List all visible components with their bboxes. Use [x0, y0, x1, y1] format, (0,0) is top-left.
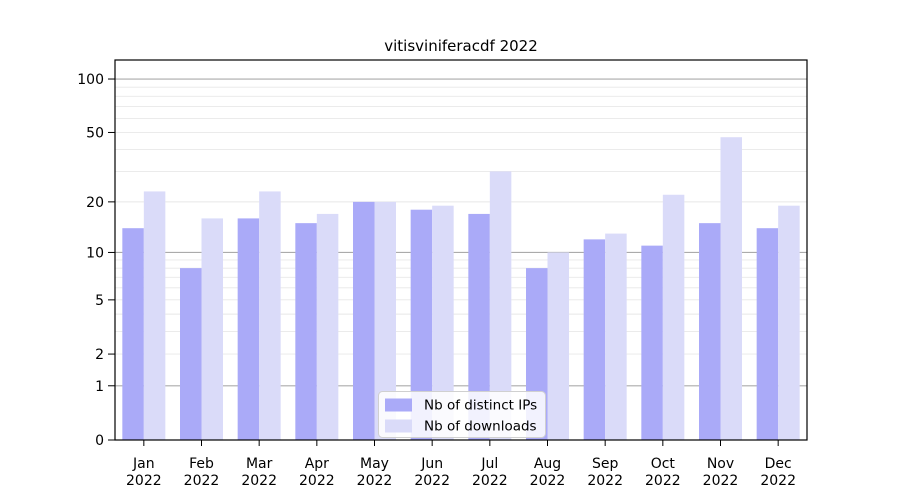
y-tick-label: 100	[77, 72, 104, 88]
legend-swatch-distinct-ips	[385, 398, 412, 412]
legend-label-distinct-ips: Nb of distinct IPs	[424, 398, 537, 414]
bar-downloads-jul	[489, 171, 512, 440]
bar-downloads-may	[374, 201, 396, 440]
plot-border	[114, 59, 808, 441]
x-tick-label-year: 2022	[760, 473, 796, 489]
x-tick-label-year: 2022	[184, 473, 220, 489]
x-tick-label-month: Oct	[651, 456, 676, 472]
bar-downloads-sep	[605, 233, 627, 440]
x-tick-label-month: Jul	[480, 456, 498, 472]
bar-downloads-oct	[662, 194, 685, 440]
x-tick-label-month: Jun	[420, 456, 443, 472]
y-tick-label: 0	[95, 433, 104, 449]
chart-title: vitisviniferacdf 2022	[384, 37, 538, 55]
bar-distinct-ips-dec	[756, 228, 779, 440]
bar-downloads-mar	[259, 191, 281, 440]
bar-downloads-jun	[432, 205, 454, 440]
bar-distinct-ips-jan	[122, 228, 144, 440]
x-tick-label-year: 2022	[587, 473, 623, 489]
x-tick-label-month: May	[360, 456, 389, 472]
legend-box	[378, 391, 546, 438]
x-tick-label-year: 2022	[241, 473, 277, 489]
x-tick-label-year: 2022	[299, 473, 335, 489]
x-tick-label-year: 2022	[645, 473, 681, 489]
bar-downloads-dec	[778, 205, 800, 440]
y-tick-label: 10	[86, 245, 104, 261]
bar-distinct-ips-may	[353, 201, 375, 440]
x-tick-label-month: Feb	[189, 456, 214, 472]
x-tick-label-month: Apr	[305, 456, 329, 472]
y-tick-label: 5	[95, 293, 104, 309]
bar-downloads-aug	[547, 252, 569, 440]
bar-distinct-ips-sep	[583, 239, 606, 440]
bar-downloads-nov	[720, 137, 742, 441]
y-tick-label: 20	[86, 195, 104, 211]
x-tick-label-year: 2022	[472, 473, 508, 489]
bar-distinct-ips-mar	[237, 218, 260, 440]
bar-downloads-feb	[201, 218, 223, 440]
y-tick-label: 1	[95, 379, 104, 395]
bar-distinct-ips-jul	[468, 213, 490, 440]
x-tick-label-month: Nov	[707, 456, 734, 472]
x-tick-label-month: Jan	[132, 456, 155, 472]
x-tick-label-year: 2022	[126, 473, 162, 489]
legend-label-downloads: Nb of downloads	[424, 419, 537, 435]
x-tick-label-month: Mar	[246, 456, 273, 472]
x-tick-label-month: Sep	[592, 456, 619, 472]
bar-distinct-ips-oct	[641, 245, 663, 440]
bar-distinct-ips-feb	[180, 268, 202, 440]
bars-layer	[122, 137, 800, 441]
x-tick-label-month: Dec	[765, 456, 792, 472]
bar-distinct-ips-nov	[699, 223, 721, 440]
x-tick-label-year: 2022	[414, 473, 450, 489]
legend-swatch-downloads	[385, 419, 412, 433]
x-tick-label-year: 2022	[703, 473, 739, 489]
bar-downloads-jan	[143, 191, 166, 440]
gridlines-layer	[115, 78, 807, 387]
x-tick-label-year: 2022	[530, 473, 566, 489]
axes-layer: Jan2022Feb2022Mar2022Apr2022May2022Jun20…	[77, 59, 808, 489]
y-tick-label: 2	[95, 347, 104, 363]
bar-distinct-ips-apr	[295, 223, 317, 440]
y-tick-label: 50	[86, 125, 104, 141]
bar-distinct-ips-jun	[410, 209, 433, 440]
x-tick-label-month: Aug	[534, 456, 561, 472]
legend: Nb of distinct IPs Nb of downloads	[378, 391, 546, 438]
bar-downloads-apr	[316, 213, 339, 440]
x-tick-label-year: 2022	[357, 473, 393, 489]
